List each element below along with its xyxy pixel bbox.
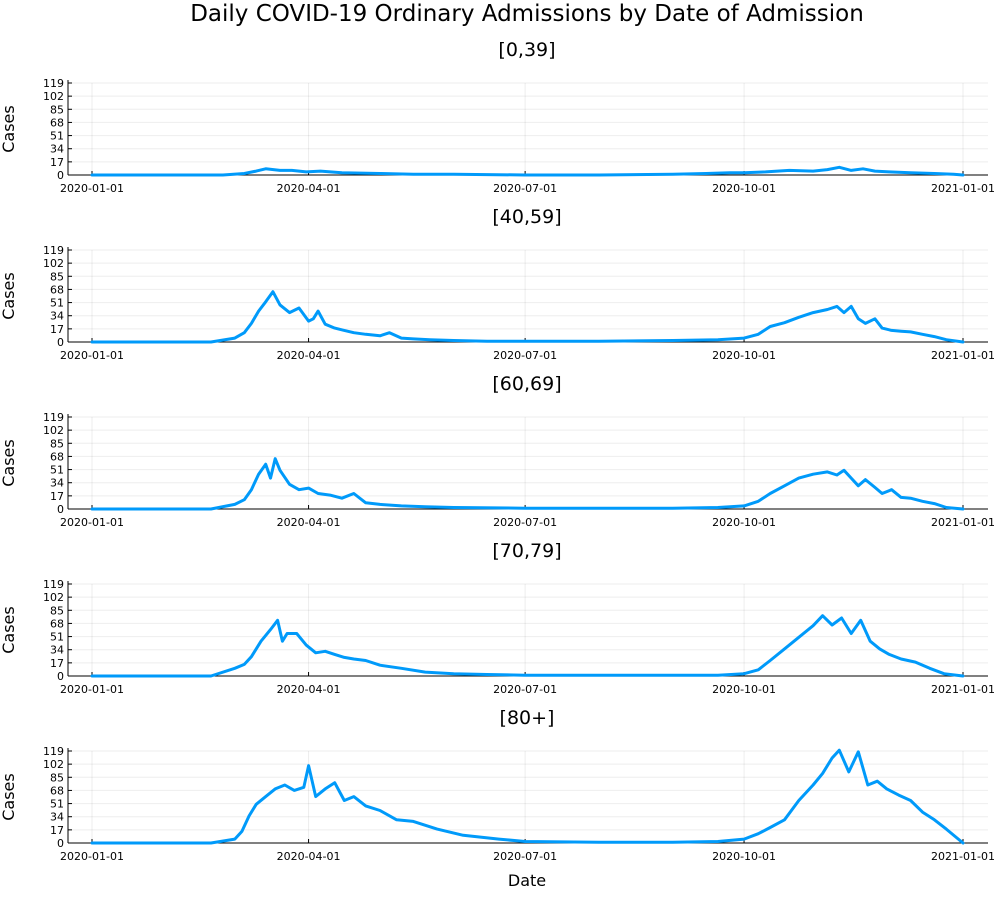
- y-tick-label: 68: [50, 784, 64, 797]
- y-tick-label: 17: [50, 824, 64, 837]
- y-tick-label: 34: [50, 477, 64, 490]
- y-tick-label: 102: [43, 257, 64, 270]
- x-tick-label: 2020-07-01: [493, 349, 557, 362]
- y-tick-label: 68: [50, 116, 64, 129]
- x-tick-label: 2020-01-01: [60, 850, 124, 863]
- y-tick-label: 102: [43, 758, 64, 771]
- panel-title: [80+]: [500, 707, 555, 729]
- y-tick-label: 17: [50, 490, 64, 503]
- x-tick-label: 2020-10-01: [712, 850, 776, 863]
- y-axis-label: Cases: [0, 773, 18, 821]
- x-tick-label: 2020-07-01: [493, 850, 557, 863]
- x-tick-label: 2020-07-01: [493, 516, 557, 529]
- x-tick-label: 2020-04-01: [277, 182, 341, 195]
- x-tick-label: 2020-10-01: [712, 349, 776, 362]
- y-tick-label: 51: [50, 464, 64, 477]
- y-tick-label: 68: [50, 617, 64, 630]
- x-tick-label: 2020-10-01: [712, 182, 776, 195]
- x-tick-label: 2021-01-01: [931, 516, 995, 529]
- panel-title: [40,59]: [492, 206, 561, 228]
- y-axis-label: Cases: [0, 439, 18, 487]
- series-line: [90, 290, 965, 344]
- y-tick-label: 68: [50, 283, 64, 296]
- series-line: [90, 614, 965, 678]
- series-line: [90, 457, 965, 511]
- x-tick-label: 2020-07-01: [493, 683, 557, 696]
- y-tick-label: 68: [50, 450, 64, 463]
- y-tick-label: 102: [43, 591, 64, 604]
- x-tick-label: 2020-04-01: [277, 349, 341, 362]
- y-tick-label: 34: [50, 143, 64, 156]
- y-axis-label: Cases: [0, 105, 18, 153]
- y-tick-label: 51: [50, 631, 64, 644]
- x-tick-label: 2020-01-01: [60, 683, 124, 696]
- x-tick-label: 2020-10-01: [712, 516, 776, 529]
- y-tick-label: 102: [43, 90, 64, 103]
- y-tick-label: 102: [43, 424, 64, 437]
- x-tick-label: 2020-04-01: [277, 850, 341, 863]
- y-tick-label: 119: [43, 411, 64, 424]
- x-tick-label: 2021-01-01: [931, 349, 995, 362]
- y-tick-label: 17: [50, 323, 64, 336]
- y-tick-label: 0: [57, 336, 64, 349]
- panel-title: [0,39]: [498, 39, 555, 61]
- y-tick-label: 34: [50, 310, 64, 323]
- x-tick-label: 2021-01-01: [931, 683, 995, 696]
- x-tick-label: 2020-04-01: [277, 683, 341, 696]
- y-tick-label: 0: [57, 670, 64, 683]
- y-tick-label: 34: [50, 811, 64, 824]
- series-line: [90, 165, 965, 177]
- y-axis-label: Cases: [0, 272, 18, 320]
- y-tick-label: 17: [50, 657, 64, 670]
- x-tick-label: 2020-10-01: [712, 683, 776, 696]
- y-tick-label: 85: [50, 270, 64, 283]
- y-tick-label: 119: [43, 244, 64, 257]
- y-tick-label: 0: [57, 837, 64, 850]
- panel-title: [60,69]: [492, 373, 561, 395]
- x-tick-label: 2020-07-01: [493, 182, 557, 195]
- y-tick-label: 0: [57, 169, 64, 182]
- y-tick-label: 51: [50, 297, 64, 310]
- y-axis-label: Cases: [0, 606, 18, 654]
- y-tick-label: 85: [50, 771, 64, 784]
- chart-title: Daily COVID-19 Ordinary Admissions by Da…: [190, 1, 864, 27]
- x-tick-label: 2020-01-01: [60, 516, 124, 529]
- y-tick-label: 17: [50, 156, 64, 169]
- y-tick-label: 119: [43, 578, 64, 591]
- y-tick-label: 34: [50, 644, 64, 657]
- y-tick-label: 0: [57, 503, 64, 516]
- y-tick-label: 51: [50, 798, 64, 811]
- x-axis-label: Date: [508, 871, 546, 890]
- panel-title: [70,79]: [492, 540, 561, 562]
- x-tick-label: 2020-04-01: [277, 516, 341, 529]
- series-line: [90, 748, 965, 845]
- y-tick-label: 85: [50, 604, 64, 617]
- y-tick-label: 85: [50, 103, 64, 116]
- y-tick-label: 85: [50, 437, 64, 450]
- y-tick-label: 119: [43, 77, 64, 90]
- x-tick-label: 2020-01-01: [60, 182, 124, 195]
- x-tick-label: 2021-01-01: [931, 182, 995, 195]
- y-tick-label: 119: [43, 745, 64, 758]
- x-tick-label: 2020-01-01: [60, 349, 124, 362]
- y-tick-label: 51: [50, 130, 64, 143]
- x-tick-label: 2021-01-01: [931, 850, 995, 863]
